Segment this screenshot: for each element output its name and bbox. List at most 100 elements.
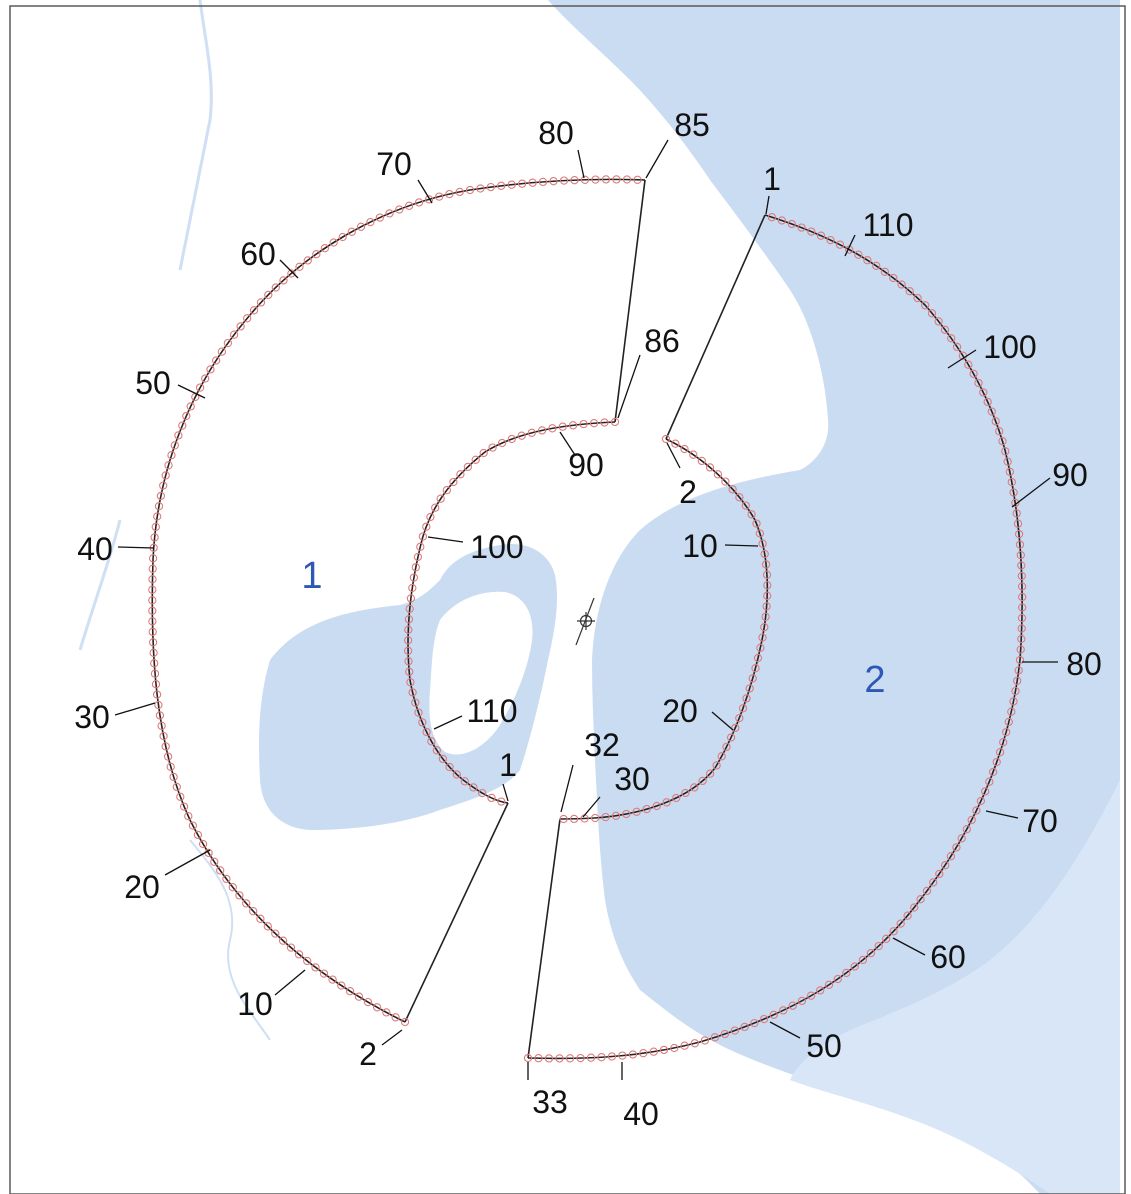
transect-point-marker xyxy=(559,176,569,185)
transect-point-marker xyxy=(188,821,198,830)
transect-point-marker xyxy=(263,922,272,931)
transect-point-marker xyxy=(229,330,239,339)
transect-point-marker xyxy=(537,426,547,435)
transect-point-marker xyxy=(517,431,526,440)
transect-point-marker xyxy=(403,646,413,655)
transect-point-marker xyxy=(722,742,731,752)
transect-point-marker xyxy=(1013,676,1022,685)
transect-point-marker xyxy=(988,767,998,777)
label-l1-10: 10 xyxy=(237,986,273,1022)
transect-point-marker xyxy=(735,493,744,502)
transect-point-marker xyxy=(633,175,642,184)
transect-point-marker xyxy=(1016,645,1025,654)
label-l1-50: 50 xyxy=(135,365,171,401)
leader-l2-110 xyxy=(844,234,856,257)
transect-point-marker xyxy=(157,721,166,730)
transect-point-marker xyxy=(161,471,170,480)
transect-point-marker xyxy=(278,936,288,945)
transect-point-marker xyxy=(751,664,760,673)
transect-point-marker xyxy=(740,1022,749,1032)
transect-point-marker xyxy=(579,419,588,429)
transect-point-marker xyxy=(612,175,621,184)
transect-point-marker xyxy=(1013,519,1023,528)
transect-point-marker xyxy=(806,991,816,1000)
transect-point-marker xyxy=(452,770,461,779)
transect-point-marker xyxy=(195,383,205,392)
transect-point-marker xyxy=(414,708,423,717)
transect-point-marker xyxy=(952,342,962,352)
transect-point-marker xyxy=(896,919,905,928)
transect-point-marker xyxy=(548,424,557,433)
transect-point-marker xyxy=(151,522,160,532)
transect-point-marker xyxy=(946,852,956,861)
transect-point-marker xyxy=(264,290,273,300)
transect-point-marker xyxy=(763,591,772,600)
transect-point-marker xyxy=(672,793,681,803)
transect-point-marker xyxy=(236,322,245,331)
transect-point-marker xyxy=(969,369,978,378)
transect-point-marker xyxy=(210,857,219,866)
transect-point-marker xyxy=(487,793,496,803)
transect-point-marker xyxy=(549,177,558,186)
leader-l2-2 xyxy=(666,442,681,469)
transect-point-marker xyxy=(148,596,157,605)
transect-point-marker xyxy=(486,182,495,192)
label-l2-32: 32 xyxy=(584,727,620,763)
label-l2-100: 100 xyxy=(983,329,1036,365)
transect-point-marker xyxy=(913,293,922,303)
transect-point-marker xyxy=(463,462,473,472)
transect-point-marker xyxy=(652,801,661,811)
transect-point-marker xyxy=(753,653,763,663)
transect-point-marker xyxy=(406,678,415,687)
transect-point-marker xyxy=(690,1039,699,1048)
transect-point-marker xyxy=(155,711,165,720)
transect-point-marker xyxy=(600,418,609,427)
transect-point-marker xyxy=(164,461,173,470)
transect-point-marker xyxy=(1001,447,1010,456)
transect-point-marker xyxy=(328,975,337,984)
transect-point-marker xyxy=(411,563,420,572)
transect-point-marker xyxy=(312,250,321,259)
transect-point-marker xyxy=(726,733,736,742)
transect-point-marker xyxy=(303,256,312,265)
transect-point-marker xyxy=(445,762,454,772)
transect-point-marker xyxy=(916,895,925,904)
transect-point-marker xyxy=(927,309,937,318)
transect-point-marker xyxy=(671,439,680,448)
transect-point-marker xyxy=(1002,727,1011,737)
transect-point-marker xyxy=(1005,467,1015,476)
transect-point-marker xyxy=(639,1049,648,1058)
transect-point-marker xyxy=(206,365,215,374)
transect-point-marker xyxy=(745,684,754,693)
transect-point-marker xyxy=(601,812,610,822)
transect-point-marker xyxy=(469,783,478,792)
transect-point-marker xyxy=(787,219,796,229)
transect-point-marker xyxy=(1009,488,1018,497)
transect-point-marker xyxy=(586,1053,596,1062)
transect-1-connector-1-2 xyxy=(404,802,509,1023)
leader-l1-100 xyxy=(427,536,464,543)
transect-point-marker xyxy=(705,463,715,472)
leader-l2-30 xyxy=(582,796,601,818)
transect-point-marker xyxy=(385,209,394,218)
transect-point-marker xyxy=(747,510,756,519)
label-l2-1: 1 xyxy=(763,161,781,197)
transect-point-marker xyxy=(992,757,1001,767)
transect-point-marker xyxy=(449,477,458,487)
transect-point-marker xyxy=(705,769,715,778)
label-l1-80: 80 xyxy=(538,115,574,151)
transect-point-marker xyxy=(414,198,424,207)
transect-point-marker xyxy=(478,788,487,798)
leader-l1-50 xyxy=(177,384,206,399)
transect-point-marker xyxy=(176,792,185,801)
transect-point-marker xyxy=(403,636,413,645)
transect-point-marker xyxy=(159,481,168,490)
transect-point-marker xyxy=(761,612,770,621)
leader-l1-1 xyxy=(502,783,509,802)
transect-point-marker xyxy=(186,402,195,411)
transect-point-marker xyxy=(580,175,590,184)
transect-point-marker xyxy=(680,1041,689,1050)
label-l1-90: 90 xyxy=(568,447,604,483)
transect-point-marker xyxy=(622,175,632,184)
transect-point-marker xyxy=(435,192,444,201)
